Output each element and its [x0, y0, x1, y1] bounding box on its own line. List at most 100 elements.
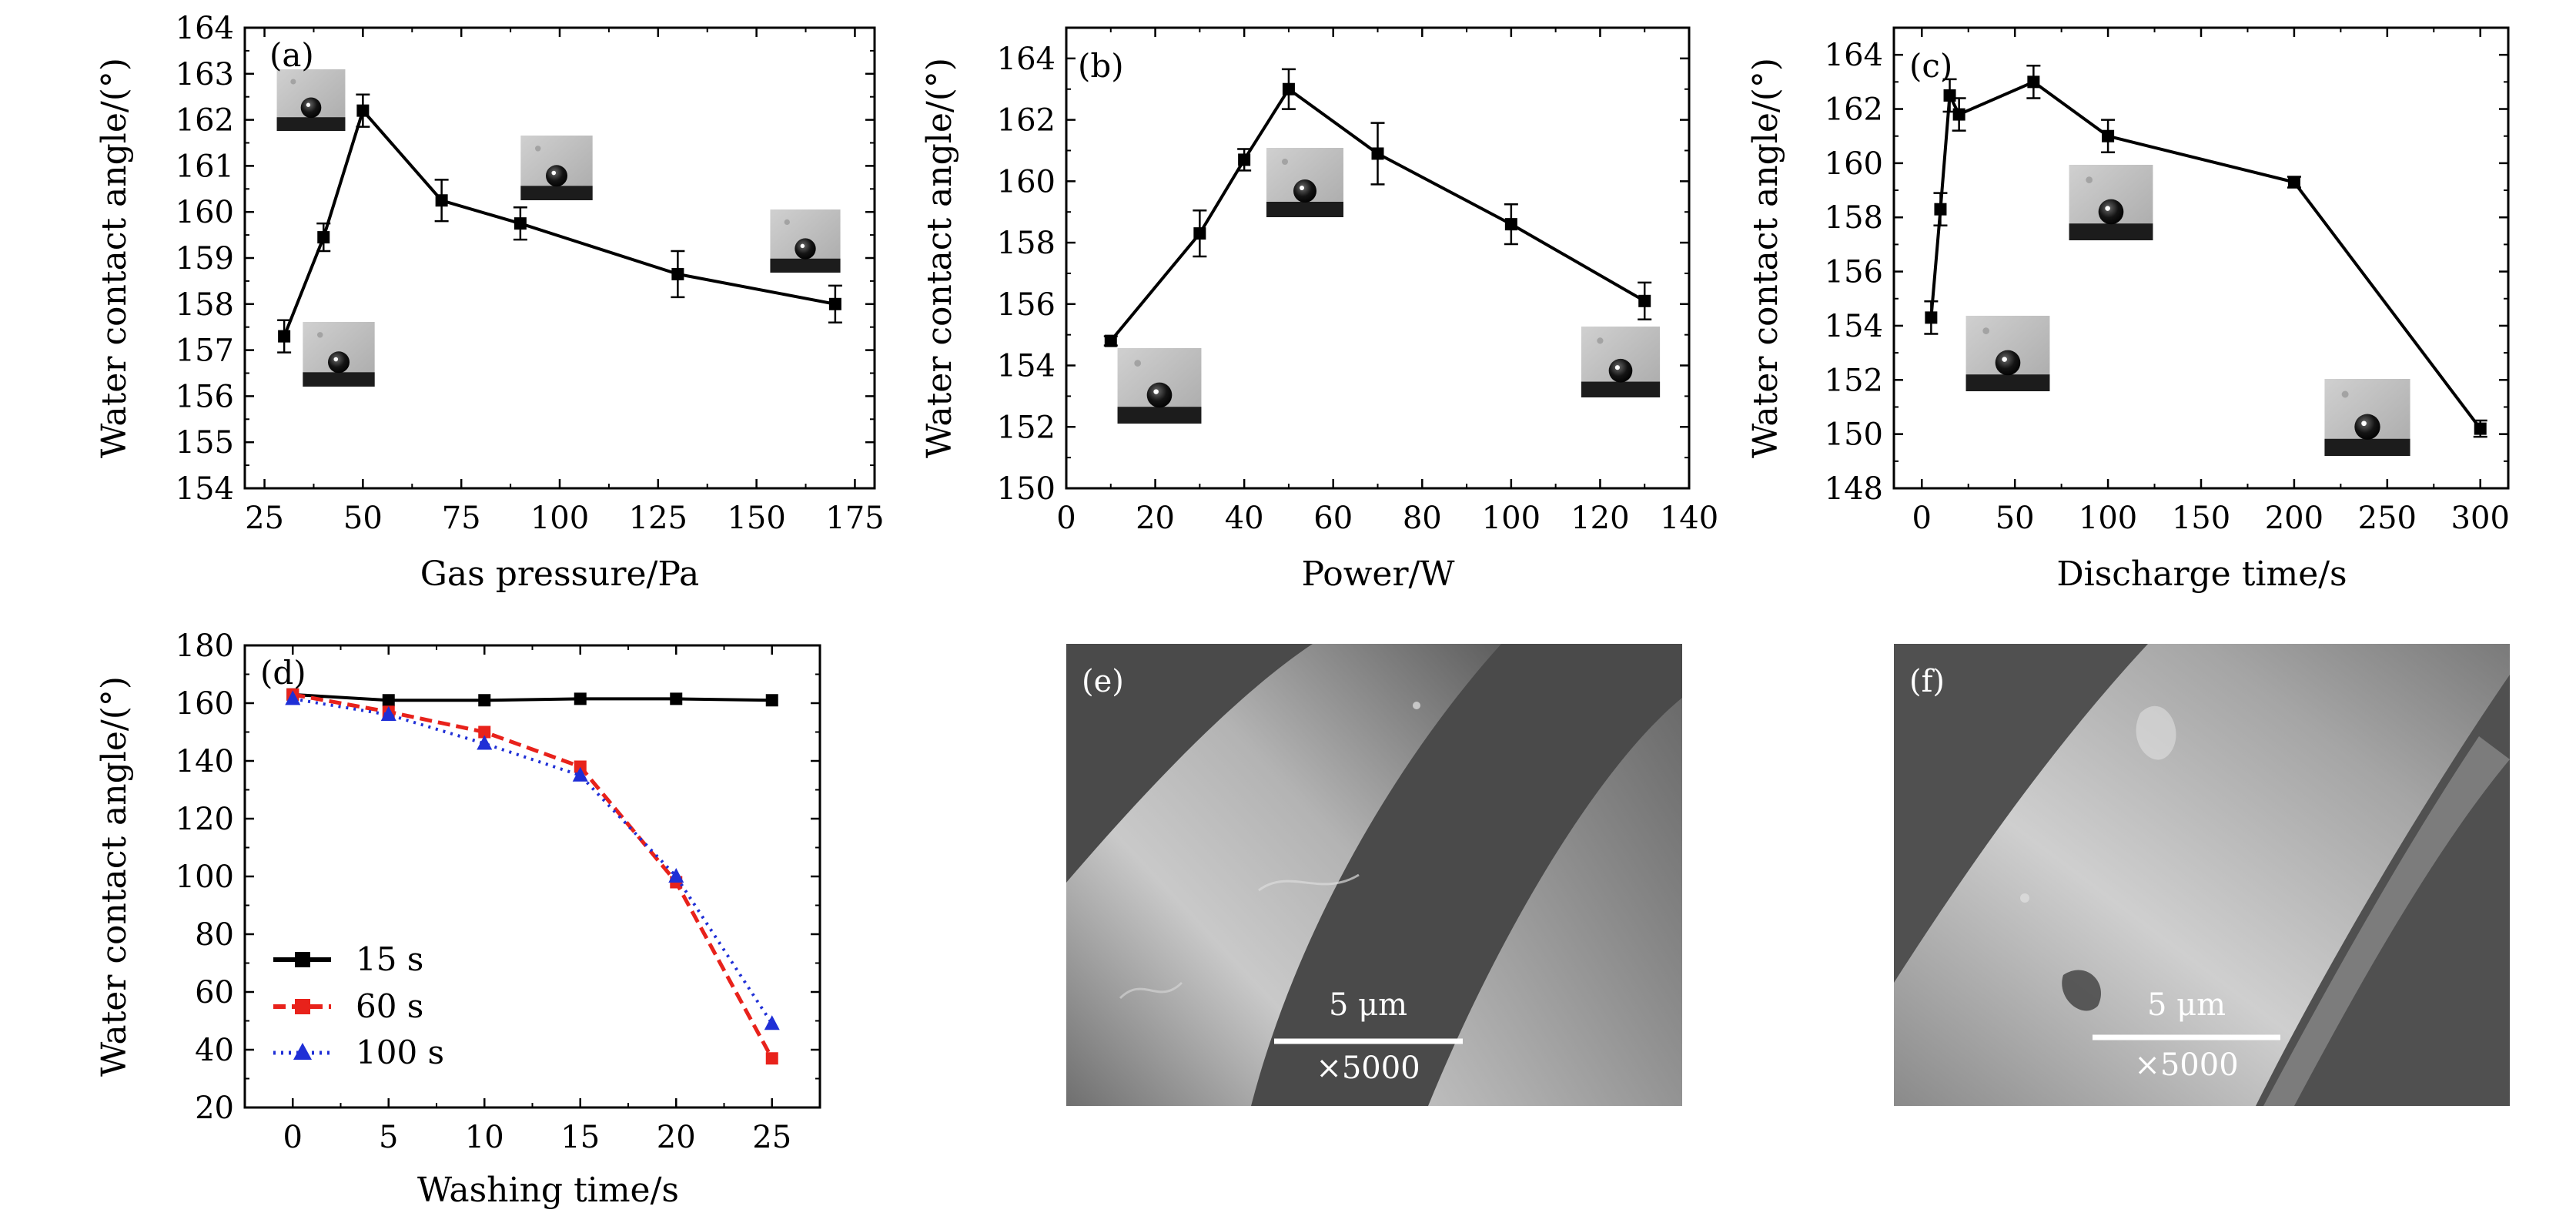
x-tick-label: 250: [2358, 501, 2417, 536]
panel-label: (d): [260, 654, 306, 692]
data-point: [1104, 334, 1117, 347]
data-point: [764, 1015, 780, 1030]
droplet-image: [2069, 165, 2153, 240]
legend: 15 s 60 s 100 s: [273, 940, 444, 1071]
legend-item-15s: 15 s: [273, 940, 423, 978]
droplet-image: [1266, 148, 1343, 217]
y-tick-label: 155: [176, 425, 234, 461]
data-point: [1638, 294, 1651, 307]
panel-b-chart: 0 20 40 60 80 100 120 140 150 152 154 156 158 160 162 1…: [920, 26, 1718, 594]
data-point: [477, 735, 493, 750]
y-tick-label: 40: [195, 1033, 234, 1068]
y-tick-label: 164: [997, 42, 1055, 77]
surface-debris: [1413, 702, 1420, 709]
y-tick-label: 161: [176, 149, 234, 184]
data-point: [671, 267, 684, 280]
x-tick-label: 175: [825, 501, 884, 536]
x-tick-label: 150: [727, 501, 785, 536]
x-tick-label: 120: [1571, 501, 1629, 536]
surface-debris: [2136, 705, 2176, 760]
x-tick-label: 15: [560, 1120, 600, 1155]
sem-panel-e: (e) 5 μm ×5000: [1066, 644, 1682, 1106]
y-tick-label: 160: [1825, 146, 1883, 182]
scale-bar-label: 5 μm: [1329, 987, 1407, 1023]
magnification-label: ×5000: [1316, 1050, 1420, 1086]
x-tick-label: 0: [1056, 501, 1076, 536]
y-tick-label: 156: [997, 287, 1055, 323]
y-tick-label: 162: [176, 103, 234, 139]
y-tick-label: 160: [176, 686, 234, 722]
surface-debris: [1258, 873, 1360, 892]
legend-label: 60 s: [356, 987, 423, 1025]
legend-label: 100 s: [356, 1034, 444, 1071]
data-point: [356, 104, 370, 117]
y-axis-label: Water contact angle/(°): [95, 58, 134, 458]
series-line: [293, 692, 772, 702]
data-point: [668, 868, 684, 883]
x-tick-label: 200: [2265, 501, 2323, 536]
y-tick-label: 152: [997, 410, 1055, 445]
y-tick-label: 163: [176, 57, 234, 92]
data-point: [2474, 422, 2487, 435]
x-tick-label: 50: [343, 501, 383, 536]
data-point: [765, 1052, 778, 1065]
y-axis-label: Water contact angle/(°): [920, 58, 959, 458]
x-tick-label: 150: [2172, 501, 2230, 536]
droplet-image: [1117, 348, 1202, 424]
x-axis-label: Power/W: [1301, 555, 1455, 594]
data-point: [278, 330, 291, 343]
x-tick-label: 0: [1912, 501, 1932, 536]
legend-label: 15 s: [356, 940, 423, 978]
series-line: [292, 697, 774, 1025]
x-axis-label: Gas pressure/Pa: [420, 555, 699, 594]
y-tick-label: 150: [1825, 417, 1883, 453]
droplet-image: [276, 69, 346, 131]
droplet-image: [303, 322, 375, 387]
y-tick-label: 120: [176, 802, 234, 837]
x-tick-label: 40: [1225, 501, 1264, 536]
droplet-image: [520, 136, 593, 200]
panel-d-chart: 0 5 10 15 20 25 20 40 60 80 100 120 140 160 180 (d) Wa…: [95, 628, 821, 1210]
x-tick-label: 140: [1660, 501, 1718, 536]
fiber: [1066, 644, 1501, 1106]
y-tick-label: 158: [1825, 200, 1883, 236]
droplet-image: [2324, 379, 2410, 456]
x-tick-label: 0: [283, 1120, 303, 1155]
data-point: [1925, 311, 1938, 324]
x-tick-label: 300: [2451, 501, 2510, 536]
x-tick-label: 20: [657, 1120, 696, 1155]
data-point: [765, 694, 778, 707]
data-point: [574, 760, 587, 773]
x-tick-label: 100: [2079, 501, 2137, 536]
legend-marker: [295, 952, 310, 967]
y-tick-label: 20: [195, 1091, 234, 1126]
data-point: [1943, 89, 1956, 102]
droplet-image: [1581, 327, 1661, 397]
legend-marker: [293, 1043, 312, 1060]
plot-frame: [243, 26, 876, 490]
panel-c-insets: [1965, 165, 2410, 456]
panel-b-insets: [1117, 148, 1661, 424]
x-tick-label: 75: [442, 501, 481, 536]
fiber: [1894, 644, 2510, 1106]
x-tick-label: 25: [752, 1120, 791, 1155]
scale-bar-label: 5 μm: [2147, 987, 2226, 1023]
data-point: [380, 706, 396, 721]
panel-c-chart: 0 50 100 150 200 250 300 148 150 152 154 156 158 160 1…: [1746, 26, 2510, 594]
data-point: [1193, 227, 1206, 240]
y-tick-label: 159: [176, 241, 234, 276]
magnification-label: ×5000: [2134, 1047, 2238, 1083]
panel-label: (f): [1909, 664, 1945, 699]
data-point: [2102, 129, 2115, 142]
panel-label: (a): [269, 36, 314, 74]
data-point: [1952, 108, 1965, 121]
panel-label: (e): [1082, 664, 1124, 699]
x-tick-label: 60: [1313, 501, 1353, 536]
x-tick-label: 25: [245, 501, 284, 536]
x-axis-label: Washing time/s: [417, 1171, 679, 1210]
y-tick-label: 162: [997, 103, 1055, 139]
data-point: [514, 217, 527, 230]
data-point: [478, 725, 491, 739]
data-point: [2287, 176, 2300, 189]
